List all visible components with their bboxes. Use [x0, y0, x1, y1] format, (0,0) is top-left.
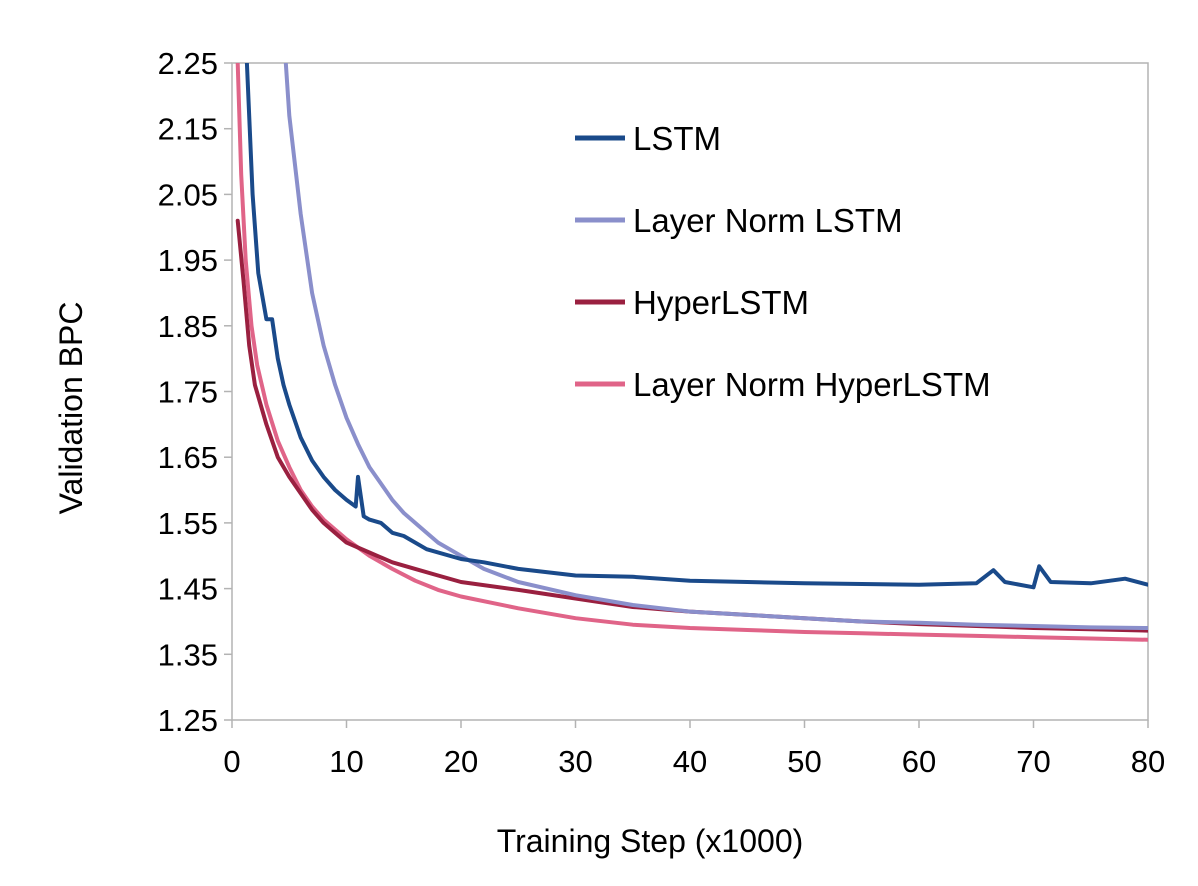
x-tick-label: 70 — [1016, 744, 1050, 779]
y-tick-label: 2.05 — [158, 177, 218, 212]
y-tick-label: 1.45 — [158, 572, 218, 607]
y-tick-label: 1.65 — [158, 440, 218, 475]
x-axis-title: Training Step (x1000) — [497, 823, 804, 859]
y-tick-label: 1.25 — [158, 703, 218, 738]
x-tick-label: 10 — [329, 744, 363, 779]
x-tick-label: 30 — [558, 744, 592, 779]
legend-label-layer-norm-lstm: Layer Norm LSTM — [633, 202, 903, 239]
x-tick-label: 80 — [1131, 744, 1165, 779]
y-tick-label: 2.15 — [158, 112, 218, 147]
y-tick-label: 1.95 — [158, 243, 218, 278]
y-tick-label: 1.75 — [158, 375, 218, 410]
x-axis: 0 10 20 30 40 50 60 70 80 — [223, 720, 1165, 779]
x-tick-label: 60 — [902, 744, 936, 779]
legend: LSTM Layer Norm LSTM HyperLSTM Layer Norm H… — [575, 120, 991, 403]
legend-label-lstm: LSTM — [633, 120, 721, 157]
x-tick-label: 50 — [787, 744, 821, 779]
x-tick-label: 20 — [444, 744, 478, 779]
legend-label-hyperlstm: HyperLSTM — [633, 284, 809, 321]
y-tick-label: 2.25 — [158, 46, 218, 81]
series-line-lstm — [244, 63, 1148, 590]
y-tick-label: 1.85 — [158, 309, 218, 344]
series-line-hyperlstm — [235, 218, 1148, 633]
y-axis: 1.25 1.35 1.45 1.55 1.65 1.75 1.85 1.95 2.05 2.15… — [158, 46, 232, 738]
series-line-layer-norm-lstm — [283, 63, 1148, 630]
y-tick-label: 1.35 — [158, 637, 218, 672]
series-line-layer-norm-hyperlstm — [235, 63, 1148, 642]
series-lines — [235, 63, 1148, 642]
y-axis-title: Validation BPC — [53, 302, 89, 515]
x-tick-label: 40 — [673, 744, 707, 779]
legend-label-layer-norm-hyperlstm: Layer Norm HyperLSTM — [633, 366, 991, 403]
x-tick-label: 0 — [223, 744, 240, 779]
y-tick-label: 1.55 — [158, 506, 218, 541]
